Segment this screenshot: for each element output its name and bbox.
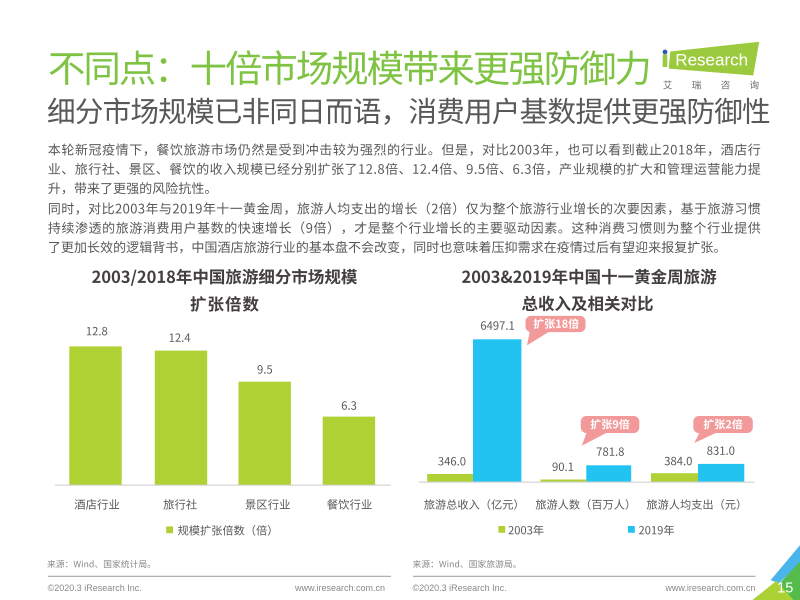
svg-text:www.iresearch.com.cn: www.iresearch.com.cn bbox=[294, 583, 385, 593]
svg-text:15: 15 bbox=[777, 580, 793, 596]
svg-text:©2020.3 iResearch Inc.: ©2020.3 iResearch Inc. bbox=[48, 583, 142, 593]
svg-text:Research: Research bbox=[675, 51, 748, 70]
svg-text:www.iresearch.com.cn: www.iresearch.com.cn bbox=[664, 583, 755, 593]
svg-text:©2020.3 iResearch Inc.: ©2020.3 iResearch Inc. bbox=[413, 583, 507, 593]
